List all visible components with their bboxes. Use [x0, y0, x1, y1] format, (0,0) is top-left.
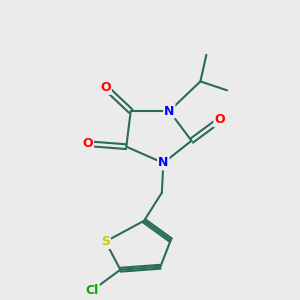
Text: O: O — [100, 81, 111, 94]
Text: S: S — [101, 235, 110, 248]
Text: O: O — [82, 137, 93, 150]
Text: O: O — [214, 113, 225, 127]
Text: Cl: Cl — [85, 284, 99, 297]
Text: N: N — [158, 157, 169, 169]
Text: N: N — [164, 105, 175, 118]
